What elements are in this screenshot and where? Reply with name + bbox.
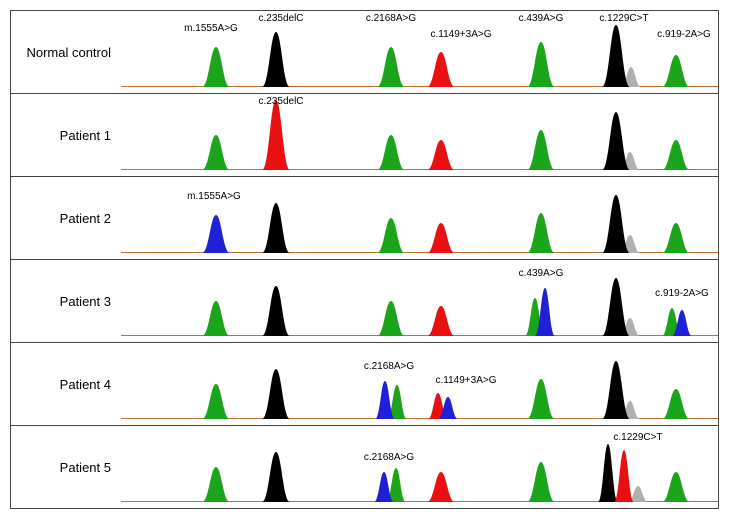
peak xyxy=(525,298,545,336)
peak xyxy=(527,42,555,87)
peak-label: c.1149+3A>G xyxy=(435,375,498,386)
baseline xyxy=(121,169,718,170)
peak xyxy=(628,486,648,502)
peak xyxy=(387,385,407,419)
peak-label: c.2168A>G xyxy=(363,361,415,372)
peak xyxy=(620,318,640,336)
peak-label: c.235delC xyxy=(257,96,304,107)
track-label-patient4: Patient 4 xyxy=(11,343,121,426)
track-normal: m.1555A>G c.235delC c.2168A>G c.1149+3A>… xyxy=(121,11,718,94)
peak xyxy=(602,195,630,253)
peak xyxy=(377,135,405,170)
peak xyxy=(620,152,640,170)
peak xyxy=(374,472,394,502)
peak xyxy=(662,308,682,336)
peak xyxy=(262,452,290,502)
baseline xyxy=(121,501,718,502)
track-patient2: m.1555A>G xyxy=(121,177,718,260)
peak xyxy=(428,393,448,419)
peak-label: m.1555A>G xyxy=(186,191,242,202)
track-patient3: c.439A>G c.919-2A>G xyxy=(121,260,718,343)
peak xyxy=(620,401,640,419)
peak xyxy=(602,361,630,419)
peak xyxy=(262,32,290,87)
peak xyxy=(662,223,690,253)
peak xyxy=(375,381,395,419)
peak xyxy=(427,140,455,170)
peak xyxy=(377,218,405,253)
peak xyxy=(527,462,555,502)
peak xyxy=(662,55,690,87)
peak-label: c.439A>G xyxy=(518,13,565,24)
peak-label: c.1229C>T xyxy=(598,13,649,24)
baseline xyxy=(121,86,718,87)
peak xyxy=(202,135,230,170)
baseline xyxy=(121,335,718,336)
track-label-patient5: Patient 5 xyxy=(11,426,121,508)
peak xyxy=(527,213,555,253)
peak xyxy=(527,379,555,419)
peak xyxy=(202,301,230,336)
peak xyxy=(662,472,690,502)
peak xyxy=(377,301,405,336)
peak xyxy=(262,286,290,336)
peak-label: c.919-2A>G xyxy=(656,29,712,40)
peak-label: c.919-2A>G xyxy=(654,288,710,299)
peak xyxy=(535,288,555,336)
peak xyxy=(427,472,455,502)
track-patient5: c.2168A>G c.1229C>T xyxy=(121,426,718,508)
peak xyxy=(202,215,230,253)
track-label-patient3: Patient 3 xyxy=(11,260,121,343)
electropherogram-figure: Normal control m.1555A>G c.235delC c.216… xyxy=(10,10,719,509)
peak xyxy=(427,223,455,253)
peak xyxy=(438,397,458,419)
peak xyxy=(202,467,230,502)
peak-label: c.2168A>G xyxy=(365,13,417,24)
track-label-normal: Normal control xyxy=(11,11,121,94)
peak xyxy=(602,278,630,336)
peak xyxy=(262,203,290,253)
peak xyxy=(527,130,555,170)
peak xyxy=(262,100,290,170)
peak xyxy=(262,369,290,419)
peak xyxy=(202,47,230,87)
peak xyxy=(427,52,455,87)
baseline xyxy=(121,252,718,253)
peak xyxy=(602,112,630,170)
peak-label: c.2168A>G xyxy=(363,452,415,463)
peak xyxy=(377,47,405,87)
track-label-patient2: Patient 2 xyxy=(11,177,121,260)
track-label-patient1: Patient 1 xyxy=(11,94,121,177)
peak-label: c.439A>G xyxy=(518,268,565,279)
peak-label: c.235delC xyxy=(257,13,304,24)
peak xyxy=(614,450,634,502)
track-patient1: c.235delC xyxy=(121,94,718,177)
peak-label: c.1229C>T xyxy=(612,432,663,443)
peak xyxy=(202,384,230,419)
peak xyxy=(621,67,641,87)
peak xyxy=(620,235,640,253)
peak xyxy=(602,25,630,87)
peak xyxy=(386,468,406,502)
peak xyxy=(662,389,690,419)
peak-label: m.1555A>G xyxy=(183,23,239,34)
peak xyxy=(662,140,690,170)
track-patient4: c.2168A>G c.1149+3A>G xyxy=(121,343,718,426)
peak xyxy=(672,310,692,336)
peak xyxy=(598,444,618,502)
peak-label: c.1149+3A>G xyxy=(430,29,493,40)
peak xyxy=(427,306,455,336)
baseline xyxy=(121,418,718,419)
